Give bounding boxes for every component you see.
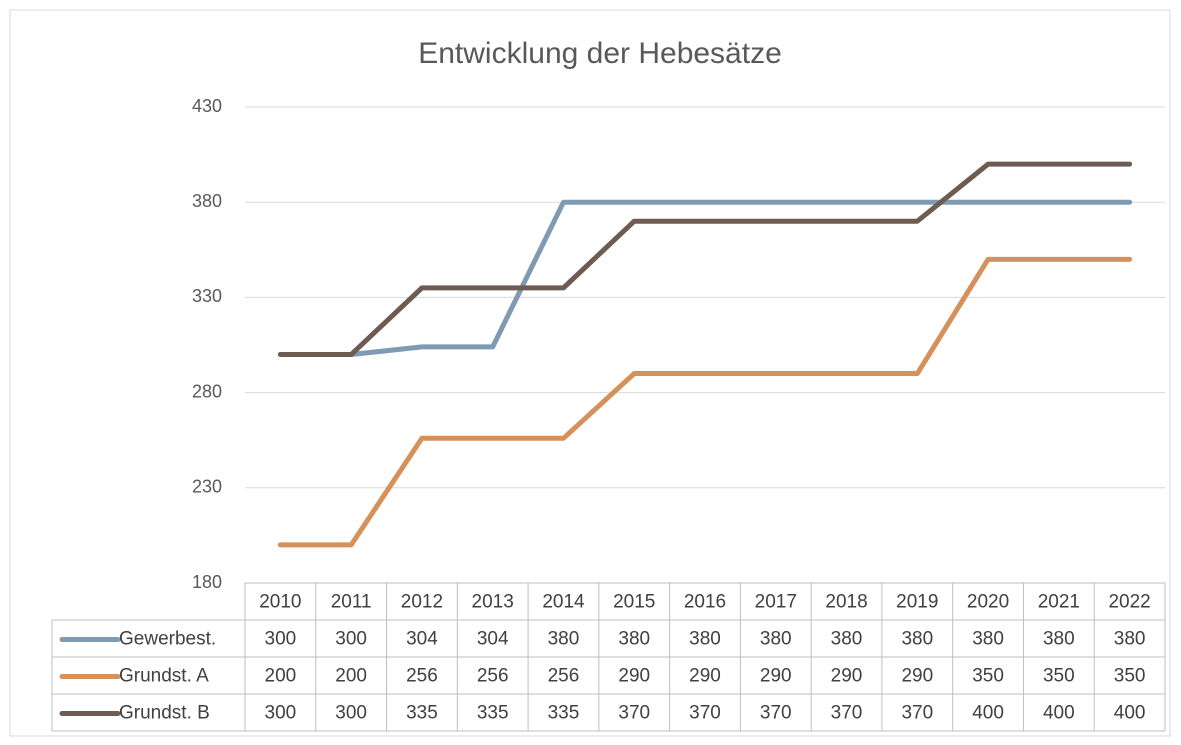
table-value: 380: [1043, 629, 1075, 650]
table-value: 400: [1043, 703, 1075, 724]
table-value: 300: [335, 703, 367, 724]
x-tick-label: 2016: [684, 592, 726, 613]
x-tick-label: 2022: [1108, 592, 1150, 613]
y-tick-label: 230: [192, 477, 222, 497]
x-tick-label: 2019: [896, 592, 938, 613]
table-value: 350: [1043, 666, 1075, 687]
table-value: 335: [548, 703, 580, 724]
legend-label: Grundst. B: [119, 703, 210, 724]
table-value: 304: [477, 629, 509, 650]
table-value: 380: [618, 629, 650, 650]
table-value: 370: [831, 703, 863, 724]
chart-border: [9, 9, 1171, 737]
x-tick-label: 2018: [825, 592, 867, 613]
legend-label: Gewerbest.: [119, 629, 216, 650]
table-value: 256: [406, 666, 438, 687]
table-value: 380: [901, 629, 933, 650]
y-tick-label: 430: [192, 96, 222, 116]
series-line: [277, 199, 1133, 358]
table-value: 290: [831, 666, 863, 687]
table-value: 290: [760, 666, 792, 687]
y-tick-label: 180: [192, 572, 222, 592]
table-value: 256: [548, 666, 580, 687]
table-value: 380: [689, 629, 721, 650]
x-tick-label: 2017: [755, 592, 797, 613]
table-value: 370: [901, 703, 933, 724]
table-value: 304: [406, 629, 438, 650]
x-tick-label: 2011: [331, 592, 372, 613]
table-value: 350: [1114, 666, 1146, 687]
table-value: 290: [618, 666, 650, 687]
table-value: 200: [335, 666, 367, 687]
x-tick-label: 2013: [472, 592, 514, 613]
table-value: 380: [831, 629, 863, 650]
y-tick-label: 330: [192, 286, 222, 306]
table-value: 380: [1114, 629, 1146, 650]
table-value: 290: [901, 666, 933, 687]
x-tick-label: 2021: [1038, 592, 1080, 613]
table-value: 380: [972, 629, 1004, 650]
table-value: 300: [265, 703, 297, 724]
table-value: 370: [618, 703, 650, 724]
table-value: 370: [689, 703, 721, 724]
x-tick-label: 2014: [542, 592, 585, 613]
table-value: 400: [1114, 703, 1146, 724]
chart-title: Entwicklung der Hebesätze: [418, 37, 782, 70]
table-value: 300: [265, 629, 297, 650]
x-tick-label: 2012: [401, 592, 443, 613]
y-tick-label: 280: [192, 381, 222, 401]
table-value: 300: [335, 629, 367, 650]
y-tick-label: 380: [192, 191, 222, 211]
table-value: 350: [972, 666, 1004, 687]
table-value: 335: [477, 703, 509, 724]
x-tick-label: 2015: [613, 592, 655, 613]
table-value: 335: [406, 703, 438, 724]
x-tick-label: 2020: [967, 592, 1009, 613]
series-line: [277, 256, 1133, 548]
legend-label: Grundst. A: [119, 666, 209, 687]
table-value: 400: [972, 703, 1004, 724]
table-value: 256: [477, 666, 509, 687]
x-tick-label: 2010: [259, 592, 301, 613]
table-value: 200: [265, 666, 297, 687]
table-value: 380: [548, 629, 580, 650]
table-value: 370: [760, 703, 792, 724]
table-value: 380: [760, 629, 792, 650]
series-line: [277, 161, 1133, 358]
table-value: 290: [689, 666, 721, 687]
